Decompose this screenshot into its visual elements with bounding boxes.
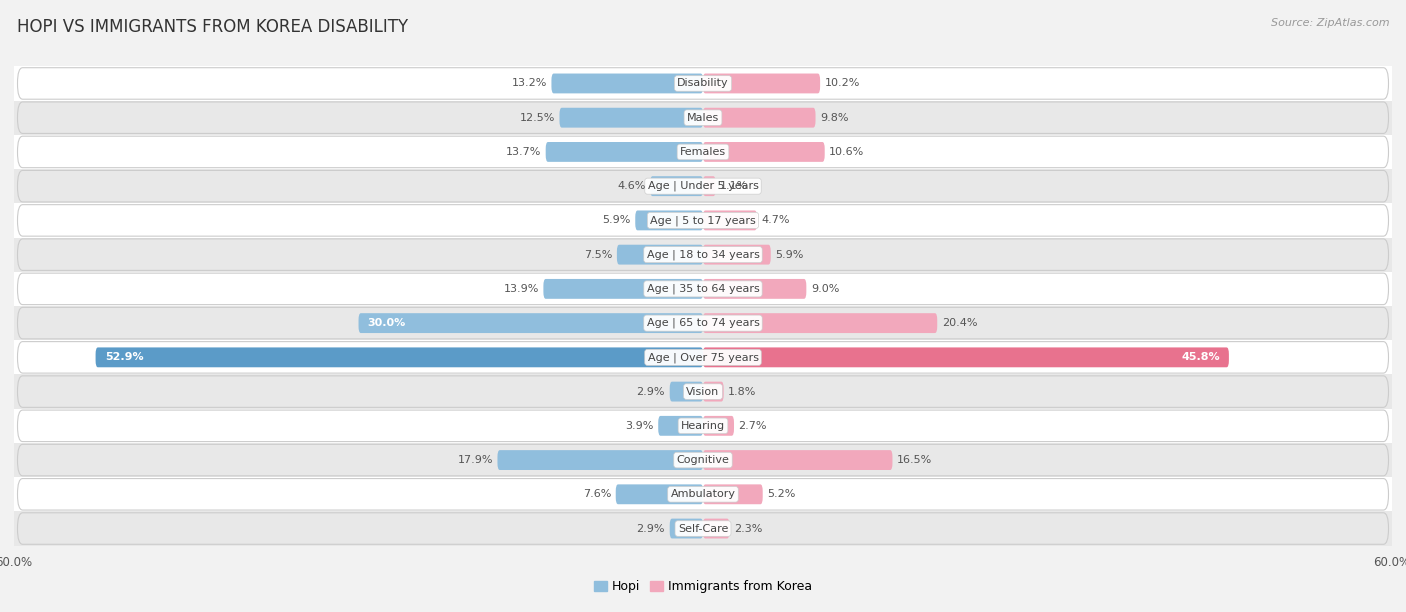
FancyBboxPatch shape <box>703 73 820 94</box>
Text: Source: ZipAtlas.com: Source: ZipAtlas.com <box>1271 18 1389 28</box>
Text: 4.6%: 4.6% <box>617 181 645 191</box>
Text: Age | Over 75 years: Age | Over 75 years <box>648 352 758 362</box>
FancyBboxPatch shape <box>703 211 756 230</box>
Bar <box>14 477 1392 512</box>
FancyBboxPatch shape <box>703 142 825 162</box>
Text: 10.6%: 10.6% <box>830 147 865 157</box>
FancyBboxPatch shape <box>703 245 770 264</box>
FancyBboxPatch shape <box>703 313 938 333</box>
FancyBboxPatch shape <box>703 450 893 470</box>
FancyBboxPatch shape <box>669 518 703 539</box>
Text: 1.8%: 1.8% <box>728 387 756 397</box>
FancyBboxPatch shape <box>669 382 703 401</box>
Text: 2.9%: 2.9% <box>637 387 665 397</box>
Text: 10.2%: 10.2% <box>825 78 860 89</box>
FancyBboxPatch shape <box>560 108 703 128</box>
Bar <box>14 306 1392 340</box>
Text: 4.7%: 4.7% <box>762 215 790 225</box>
Bar <box>14 512 1392 546</box>
Text: HOPI VS IMMIGRANTS FROM KOREA DISABILITY: HOPI VS IMMIGRANTS FROM KOREA DISABILITY <box>17 18 408 36</box>
FancyBboxPatch shape <box>703 518 730 539</box>
Bar <box>14 169 1392 203</box>
FancyBboxPatch shape <box>658 416 703 436</box>
Text: 7.5%: 7.5% <box>583 250 612 259</box>
Text: 7.6%: 7.6% <box>582 490 612 499</box>
FancyBboxPatch shape <box>703 279 807 299</box>
Text: Vision: Vision <box>686 387 720 397</box>
FancyBboxPatch shape <box>703 108 815 128</box>
Text: Cognitive: Cognitive <box>676 455 730 465</box>
FancyBboxPatch shape <box>703 176 716 196</box>
Text: 17.9%: 17.9% <box>457 455 494 465</box>
Bar <box>14 409 1392 443</box>
Text: 2.3%: 2.3% <box>734 523 762 534</box>
Text: Age | 65 to 74 years: Age | 65 to 74 years <box>647 318 759 329</box>
Bar <box>14 135 1392 169</box>
Text: Age | 5 to 17 years: Age | 5 to 17 years <box>650 215 756 226</box>
Text: 12.5%: 12.5% <box>519 113 555 122</box>
Text: Disability: Disability <box>678 78 728 89</box>
Text: 2.9%: 2.9% <box>637 523 665 534</box>
Text: 20.4%: 20.4% <box>942 318 977 328</box>
Text: 13.9%: 13.9% <box>503 284 538 294</box>
FancyBboxPatch shape <box>546 142 703 162</box>
FancyBboxPatch shape <box>498 450 703 470</box>
Text: 16.5%: 16.5% <box>897 455 932 465</box>
FancyBboxPatch shape <box>703 416 734 436</box>
Text: Hearing: Hearing <box>681 421 725 431</box>
Text: 5.9%: 5.9% <box>602 215 631 225</box>
FancyBboxPatch shape <box>636 211 703 230</box>
Text: Ambulatory: Ambulatory <box>671 490 735 499</box>
Text: Age | 18 to 34 years: Age | 18 to 34 years <box>647 250 759 260</box>
FancyBboxPatch shape <box>703 348 1229 367</box>
Bar <box>14 443 1392 477</box>
FancyBboxPatch shape <box>703 484 762 504</box>
Text: 52.9%: 52.9% <box>105 353 143 362</box>
Bar <box>14 237 1392 272</box>
Text: 13.7%: 13.7% <box>506 147 541 157</box>
Bar <box>14 375 1392 409</box>
Text: Age | Under 5 years: Age | Under 5 years <box>648 181 758 192</box>
FancyBboxPatch shape <box>551 73 703 94</box>
Text: 1.1%: 1.1% <box>720 181 748 191</box>
Text: Males: Males <box>688 113 718 122</box>
Text: 5.2%: 5.2% <box>768 490 796 499</box>
FancyBboxPatch shape <box>96 348 703 367</box>
Text: Females: Females <box>681 147 725 157</box>
Text: 3.9%: 3.9% <box>626 421 654 431</box>
Text: 5.9%: 5.9% <box>775 250 804 259</box>
FancyBboxPatch shape <box>359 313 703 333</box>
Bar <box>14 340 1392 375</box>
Bar <box>14 272 1392 306</box>
Legend: Hopi, Immigrants from Korea: Hopi, Immigrants from Korea <box>589 575 817 599</box>
Bar <box>14 203 1392 237</box>
Text: 30.0%: 30.0% <box>368 318 406 328</box>
Text: Age | 35 to 64 years: Age | 35 to 64 years <box>647 283 759 294</box>
FancyBboxPatch shape <box>703 382 724 401</box>
Text: 2.7%: 2.7% <box>738 421 768 431</box>
Text: 9.8%: 9.8% <box>820 113 849 122</box>
Text: 13.2%: 13.2% <box>512 78 547 89</box>
Bar <box>14 66 1392 100</box>
Bar <box>14 100 1392 135</box>
FancyBboxPatch shape <box>650 176 703 196</box>
Text: 9.0%: 9.0% <box>811 284 839 294</box>
FancyBboxPatch shape <box>617 245 703 264</box>
Text: 45.8%: 45.8% <box>1181 353 1219 362</box>
Text: Self-Care: Self-Care <box>678 523 728 534</box>
FancyBboxPatch shape <box>616 484 703 504</box>
FancyBboxPatch shape <box>543 279 703 299</box>
